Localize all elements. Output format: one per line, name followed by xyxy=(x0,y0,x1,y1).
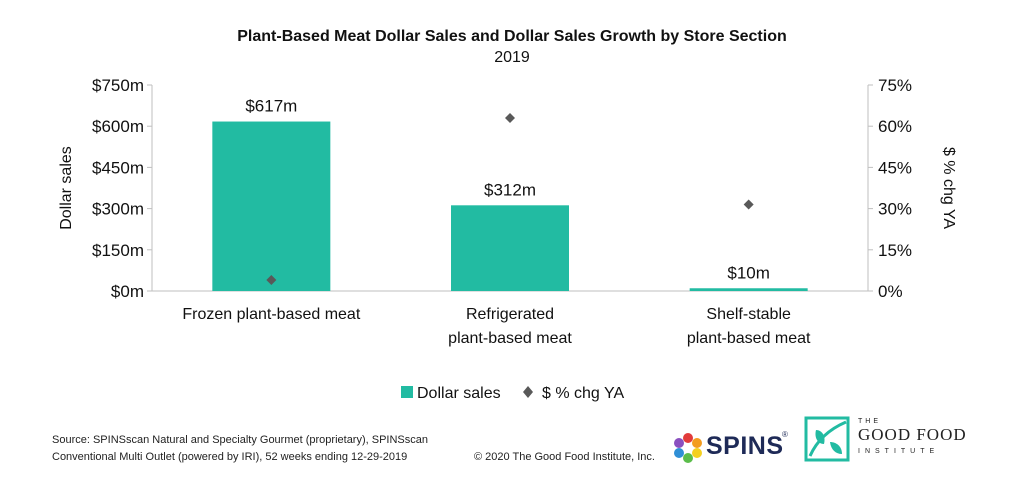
pct-chg-point xyxy=(505,112,515,123)
y-tick-label: $150m xyxy=(92,241,144,260)
source-line-2: Conventional Multi Outlet (powered by IR… xyxy=(52,451,408,463)
y2-axis-title: $ % chg YA xyxy=(940,147,957,229)
bar-data-label: $617m xyxy=(245,97,297,116)
bar-data-label: $312m xyxy=(484,180,536,199)
category-label: plant-based meat xyxy=(448,330,572,347)
source-line-1: Source: SPINSscan Natural and Specialty … xyxy=(52,434,428,446)
scatter-series xyxy=(266,112,754,286)
gfi-the-text: THE xyxy=(858,418,881,425)
chart-title: Plant-Based Meat Dollar Sales and Dollar… xyxy=(237,28,786,45)
axes: $0m $150m $300m $450m $600m $750m 0% 15% 30% 45% 6… xyxy=(92,76,912,301)
category-label: Refrigerated xyxy=(466,306,554,323)
y-tick-label: $450m xyxy=(92,158,144,177)
source-note: Source: SPINSscan Natural and Specialty … xyxy=(52,432,472,466)
legend-label-pct-chg: $ % chg YA xyxy=(542,385,624,402)
legend-label-dollar-sales: Dollar sales xyxy=(417,385,501,402)
y2-tick-label: 45% xyxy=(878,158,912,177)
y2-tick-label: 30% xyxy=(878,200,912,219)
y-tick-label: $300m xyxy=(92,200,144,219)
y2-tick-label: 0% xyxy=(878,282,903,301)
bar xyxy=(689,288,808,291)
y-axis-title: Dollar sales xyxy=(58,146,75,230)
y-tick-label: $600m xyxy=(92,117,144,136)
spins-flower-icon xyxy=(674,433,702,463)
bar xyxy=(212,121,331,291)
bar xyxy=(451,205,569,291)
gfi-logo: THE GOOD FOOD INSTITUTE xyxy=(804,414,984,466)
spins-registered-mark: ® xyxy=(782,430,788,439)
category-label: plant-based meat xyxy=(687,330,811,347)
y-tick-label: $750m xyxy=(92,76,144,95)
category-labels: Frozen plant-based meat Refrigerated plant… xyxy=(182,306,811,347)
y2-tick-label: 75% xyxy=(878,76,912,95)
category-label: Frozen plant-based meat xyxy=(182,306,360,323)
gfi-name-text: GOOD FOOD xyxy=(858,425,967,444)
chart-subtitle: 2019 xyxy=(494,49,530,66)
pct-chg-point xyxy=(743,199,754,210)
y2-tick-label: 15% xyxy=(878,241,912,260)
legend-swatch-dollar-sales xyxy=(401,386,413,398)
y2-tick-label: 60% xyxy=(878,117,912,136)
category-label: Shelf-stable xyxy=(706,306,791,323)
bar-data-label: $10m xyxy=(727,263,770,282)
gfi-institute-text: INSTITUTE xyxy=(858,448,940,455)
pct-chg-point xyxy=(266,275,277,286)
y-tick-label: $0m xyxy=(111,282,144,301)
spins-logo: SPINS ® xyxy=(672,430,794,466)
legend-marker-pct-chg xyxy=(523,386,533,398)
chart: Plant-Based Meat Dollar Sales and Dollar… xyxy=(58,28,957,402)
spins-wordmark: SPINS xyxy=(706,432,784,460)
bar-series: $617m $312m $10m xyxy=(212,97,808,291)
legend: Dollar sales $ % chg YA xyxy=(401,385,624,402)
gfi-leaf-icon xyxy=(804,416,850,462)
copyright-note: © 2020 The Good Food Institute, Inc. xyxy=(474,451,655,463)
